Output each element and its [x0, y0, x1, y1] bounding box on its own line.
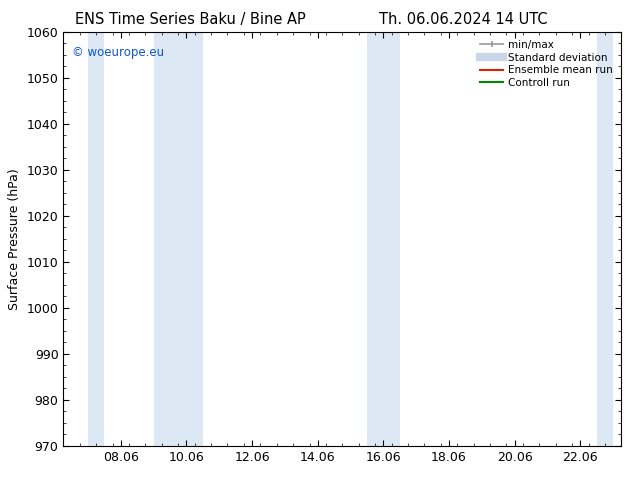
Text: ENS Time Series Baku / Bine AP: ENS Time Series Baku / Bine AP — [75, 12, 306, 27]
Bar — [597, 32, 613, 446]
Y-axis label: Surface Pressure (hPa): Surface Pressure (hPa) — [8, 168, 21, 310]
Text: Th. 06.06.2024 14 UTC: Th. 06.06.2024 14 UTC — [378, 12, 547, 27]
Bar — [153, 32, 203, 446]
Bar — [384, 32, 400, 446]
Bar — [88, 32, 105, 446]
Bar — [367, 32, 384, 446]
Text: © woeurope.eu: © woeurope.eu — [72, 47, 164, 59]
Legend: min/max, Standard deviation, Ensemble mean run, Controll run: min/max, Standard deviation, Ensemble me… — [477, 37, 616, 91]
